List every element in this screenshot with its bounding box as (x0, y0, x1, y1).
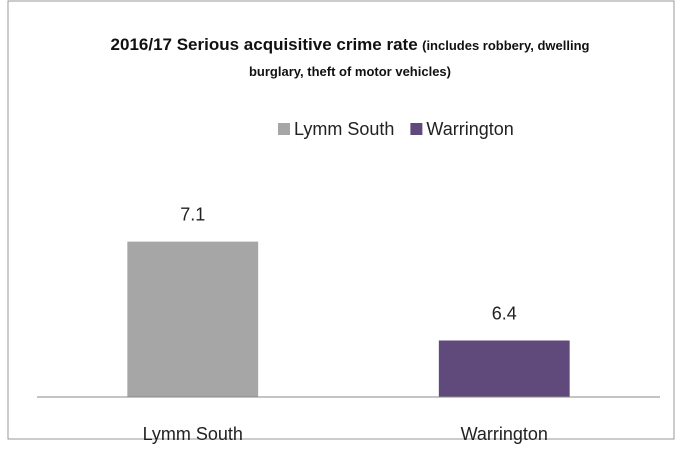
bar (438, 340, 570, 397)
legend-label: Lymm South (294, 119, 394, 139)
data-label: 7.1 (180, 204, 205, 224)
chart-subtitle: (includes robbery, dwelling burglary, th… (248, 38, 590, 79)
chart-title: 2016/17 Serious acquisitive crime rate (110, 35, 418, 54)
x-tick-label: Warrington (461, 424, 548, 444)
bar (127, 241, 259, 397)
legend-label: Warrington (426, 119, 513, 139)
chart-title-block: 2016/17 Serious acquisitive crime rate (… (110, 32, 590, 85)
chart-frame (7, 0, 675, 440)
legend-swatch (410, 123, 423, 135)
data-label: 6.4 (492, 303, 517, 323)
x-tick-label: Lymm South (143, 424, 243, 444)
legend-swatch (278, 123, 290, 135)
